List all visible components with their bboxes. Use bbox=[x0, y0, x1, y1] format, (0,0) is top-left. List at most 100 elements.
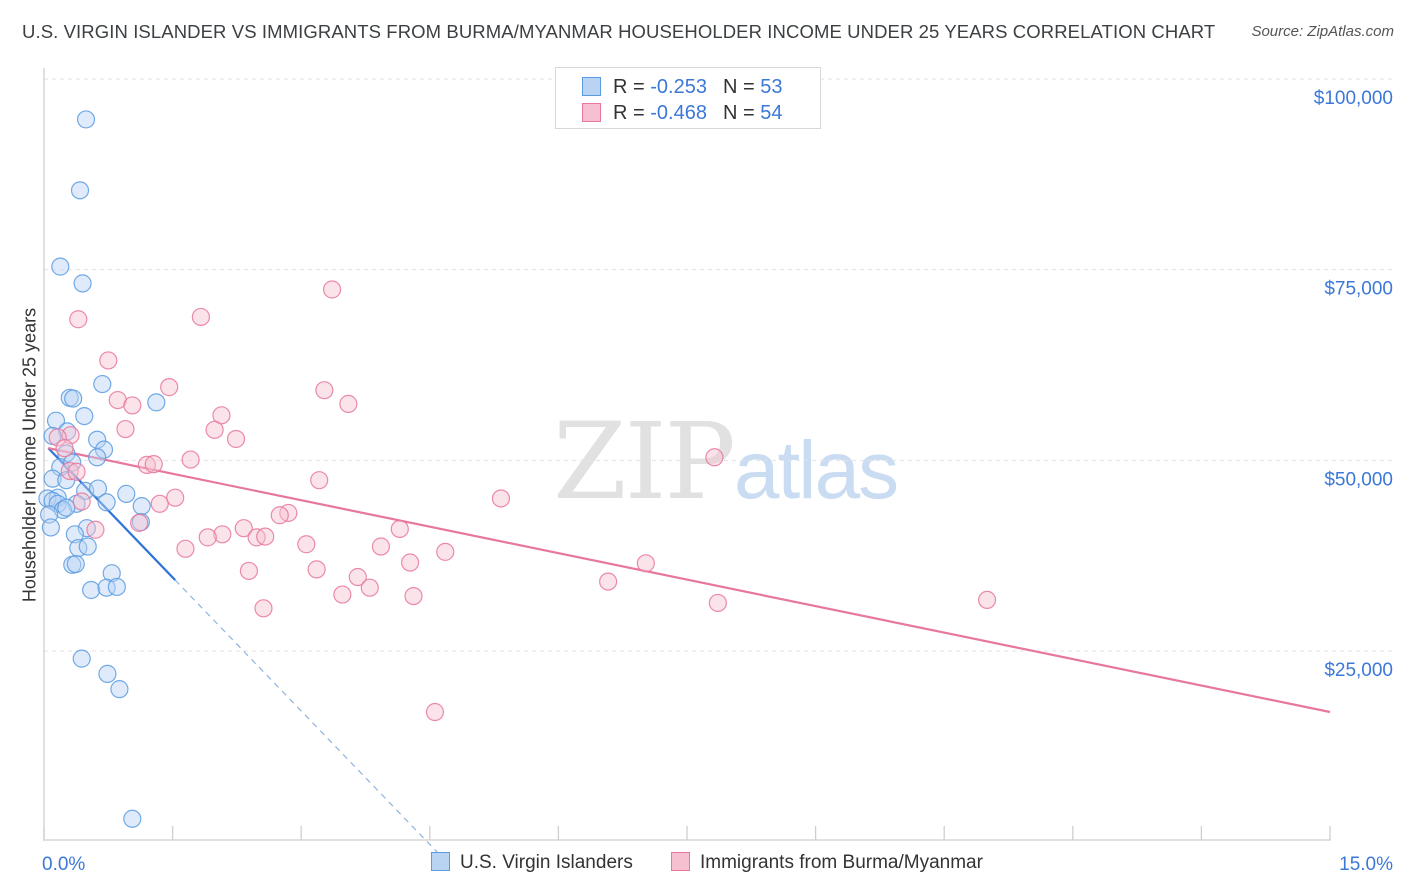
data-point bbox=[73, 274, 92, 293]
y-tick-labels: $25,000 $50,000 $75,000 $100,000 bbox=[1314, 88, 1393, 681]
data-point bbox=[371, 537, 391, 556]
data-point bbox=[212, 406, 231, 425]
data-point bbox=[297, 535, 316, 554]
data-point bbox=[636, 554, 655, 573]
series-swatch-pink bbox=[671, 852, 690, 871]
y-axis-label: Householder Income Under 25 years bbox=[19, 307, 40, 603]
data-point bbox=[117, 484, 136, 503]
legend-r-label: R = bbox=[613, 102, 651, 124]
data-point bbox=[99, 351, 118, 370]
data-point bbox=[254, 599, 273, 618]
data-point bbox=[307, 560, 326, 579]
legend-n-value: 53 bbox=[760, 76, 783, 98]
y-tick-label: $75,000 bbox=[1324, 279, 1393, 300]
trend-line-solid bbox=[48, 447, 1331, 714]
x-tick-label: 0.0% bbox=[42, 854, 85, 875]
series-swatch-blue bbox=[431, 852, 450, 871]
bottom-legend-burma: Immigrants from Burma/Myanmar bbox=[671, 852, 983, 874]
data-point bbox=[166, 488, 185, 507]
data-point bbox=[48, 428, 67, 447]
legend-row-burma: R = -0.468 N = 54 bbox=[582, 102, 782, 126]
legend-row-virgin-islanders: R = -0.253 N = 53 bbox=[582, 76, 782, 100]
data-point bbox=[93, 374, 112, 394]
data-point bbox=[51, 257, 70, 276]
data-point bbox=[491, 489, 511, 508]
data-point bbox=[94, 440, 114, 459]
data-point bbox=[65, 525, 84, 544]
data-point bbox=[97, 578, 116, 597]
y-tick-label: $50,000 bbox=[1324, 469, 1393, 490]
data-point bbox=[102, 564, 121, 583]
data-point bbox=[75, 406, 94, 426]
legend-n-value: 54 bbox=[760, 102, 783, 124]
data-point bbox=[705, 448, 724, 467]
source-label: Source: ZipAtlas.com bbox=[1251, 23, 1394, 40]
data-point bbox=[41, 518, 60, 537]
legend-r-value: -0.253 bbox=[650, 76, 707, 98]
series-name: Immigrants from Burma/Myanmar bbox=[700, 852, 983, 873]
data-point bbox=[150, 494, 169, 513]
data-point bbox=[147, 393, 166, 412]
x-tick-labels: 0.0% 15.0% bbox=[42, 854, 1393, 875]
data-point bbox=[404, 586, 423, 606]
data-point bbox=[107, 577, 126, 597]
legend-r-value: -0.468 bbox=[650, 102, 707, 124]
data-point bbox=[123, 809, 142, 828]
data-point bbox=[198, 528, 217, 547]
data-point bbox=[339, 394, 358, 413]
data-point bbox=[98, 664, 117, 683]
data-point bbox=[78, 537, 97, 556]
legend-r-label: R = bbox=[613, 76, 651, 98]
y-tick-label: $100,000 bbox=[1314, 88, 1393, 109]
data-point bbox=[977, 590, 997, 610]
data-point bbox=[226, 429, 246, 449]
data-point bbox=[348, 567, 367, 587]
data-point bbox=[270, 506, 289, 525]
data-point bbox=[69, 310, 88, 329]
data-point bbox=[60, 461, 79, 481]
chart-title: U.S. VIRGIN ISLANDER VS IMMIGRANTS FROM … bbox=[22, 21, 1216, 42]
trend-line-dashed bbox=[174, 579, 448, 863]
correlation-legend: R = -0.253 N = 53 R = -0.468 N = 54 bbox=[555, 67, 821, 129]
data-point bbox=[88, 448, 107, 467]
legend-swatch-blue bbox=[582, 77, 601, 96]
data-point bbox=[708, 593, 727, 613]
data-point bbox=[256, 527, 275, 546]
data-point bbox=[57, 498, 76, 517]
data-point bbox=[333, 585, 352, 604]
bottom-legend-virgin-islanders: U.S. Virgin Islanders bbox=[431, 852, 633, 874]
data-point bbox=[55, 439, 74, 458]
y-tick-label: $25,000 bbox=[1324, 660, 1393, 681]
data-point bbox=[88, 479, 108, 498]
data-point bbox=[144, 455, 163, 474]
data-point bbox=[322, 280, 342, 299]
data-point bbox=[390, 519, 409, 539]
data-point bbox=[425, 702, 445, 722]
data-point bbox=[130, 513, 149, 532]
data-point bbox=[72, 649, 91, 668]
watermark-atlas: atlas bbox=[733, 425, 899, 516]
data-point bbox=[86, 520, 105, 539]
data-point bbox=[137, 455, 156, 475]
watermark-zip: ZIP bbox=[553, 400, 736, 523]
data-point bbox=[191, 307, 210, 327]
data-point bbox=[205, 420, 224, 439]
data-point bbox=[67, 462, 86, 481]
data-point bbox=[360, 578, 379, 597]
series-name: U.S. Virgin Islanders bbox=[460, 852, 633, 873]
axes bbox=[43, 68, 1331, 841]
watermark: ZIPatlas bbox=[553, 400, 899, 523]
x-tick-label: 15.0% bbox=[1339, 854, 1393, 875]
data-point bbox=[72, 492, 91, 511]
data-point bbox=[239, 561, 259, 581]
data-point bbox=[43, 469, 62, 488]
data-point bbox=[70, 181, 90, 200]
legend-swatch-pink bbox=[582, 103, 601, 122]
data-point bbox=[116, 419, 135, 439]
data-point bbox=[234, 519, 253, 538]
data-point bbox=[181, 450, 200, 469]
trend-lines bbox=[47, 447, 1331, 863]
legend-n-label: N = bbox=[722, 102, 761, 124]
data-point bbox=[132, 496, 151, 516]
